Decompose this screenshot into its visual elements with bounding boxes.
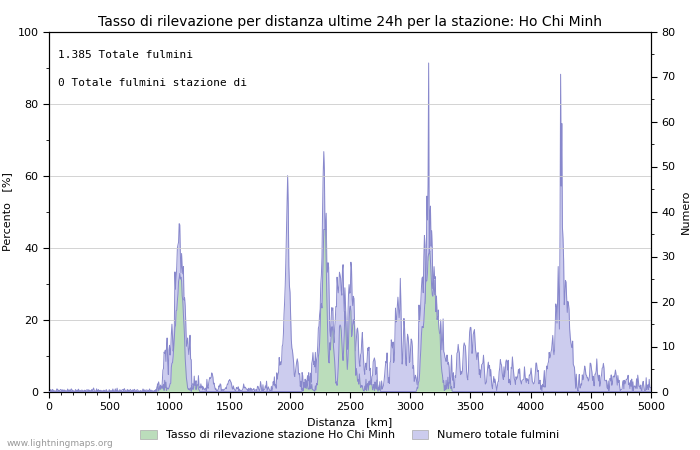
X-axis label: Distanza   [km]: Distanza [km] (307, 418, 393, 428)
Text: 1.385 Totale fulmini: 1.385 Totale fulmini (58, 50, 193, 59)
Legend: Tasso di rilevazione stazione Ho Chi Minh, Numero totale fulmini: Tasso di rilevazione stazione Ho Chi Min… (136, 425, 564, 445)
Text: 0 Totale fulmini stazione di: 0 Totale fulmini stazione di (58, 78, 247, 88)
Title: Tasso di rilevazione per distanza ultime 24h per la stazione: Ho Chi Minh: Tasso di rilevazione per distanza ultime… (98, 15, 602, 29)
Y-axis label: Percento   [%]: Percento [%] (2, 172, 12, 251)
Text: www.lightningmaps.org: www.lightningmaps.org (7, 439, 113, 448)
Y-axis label: Numero: Numero (681, 189, 691, 234)
